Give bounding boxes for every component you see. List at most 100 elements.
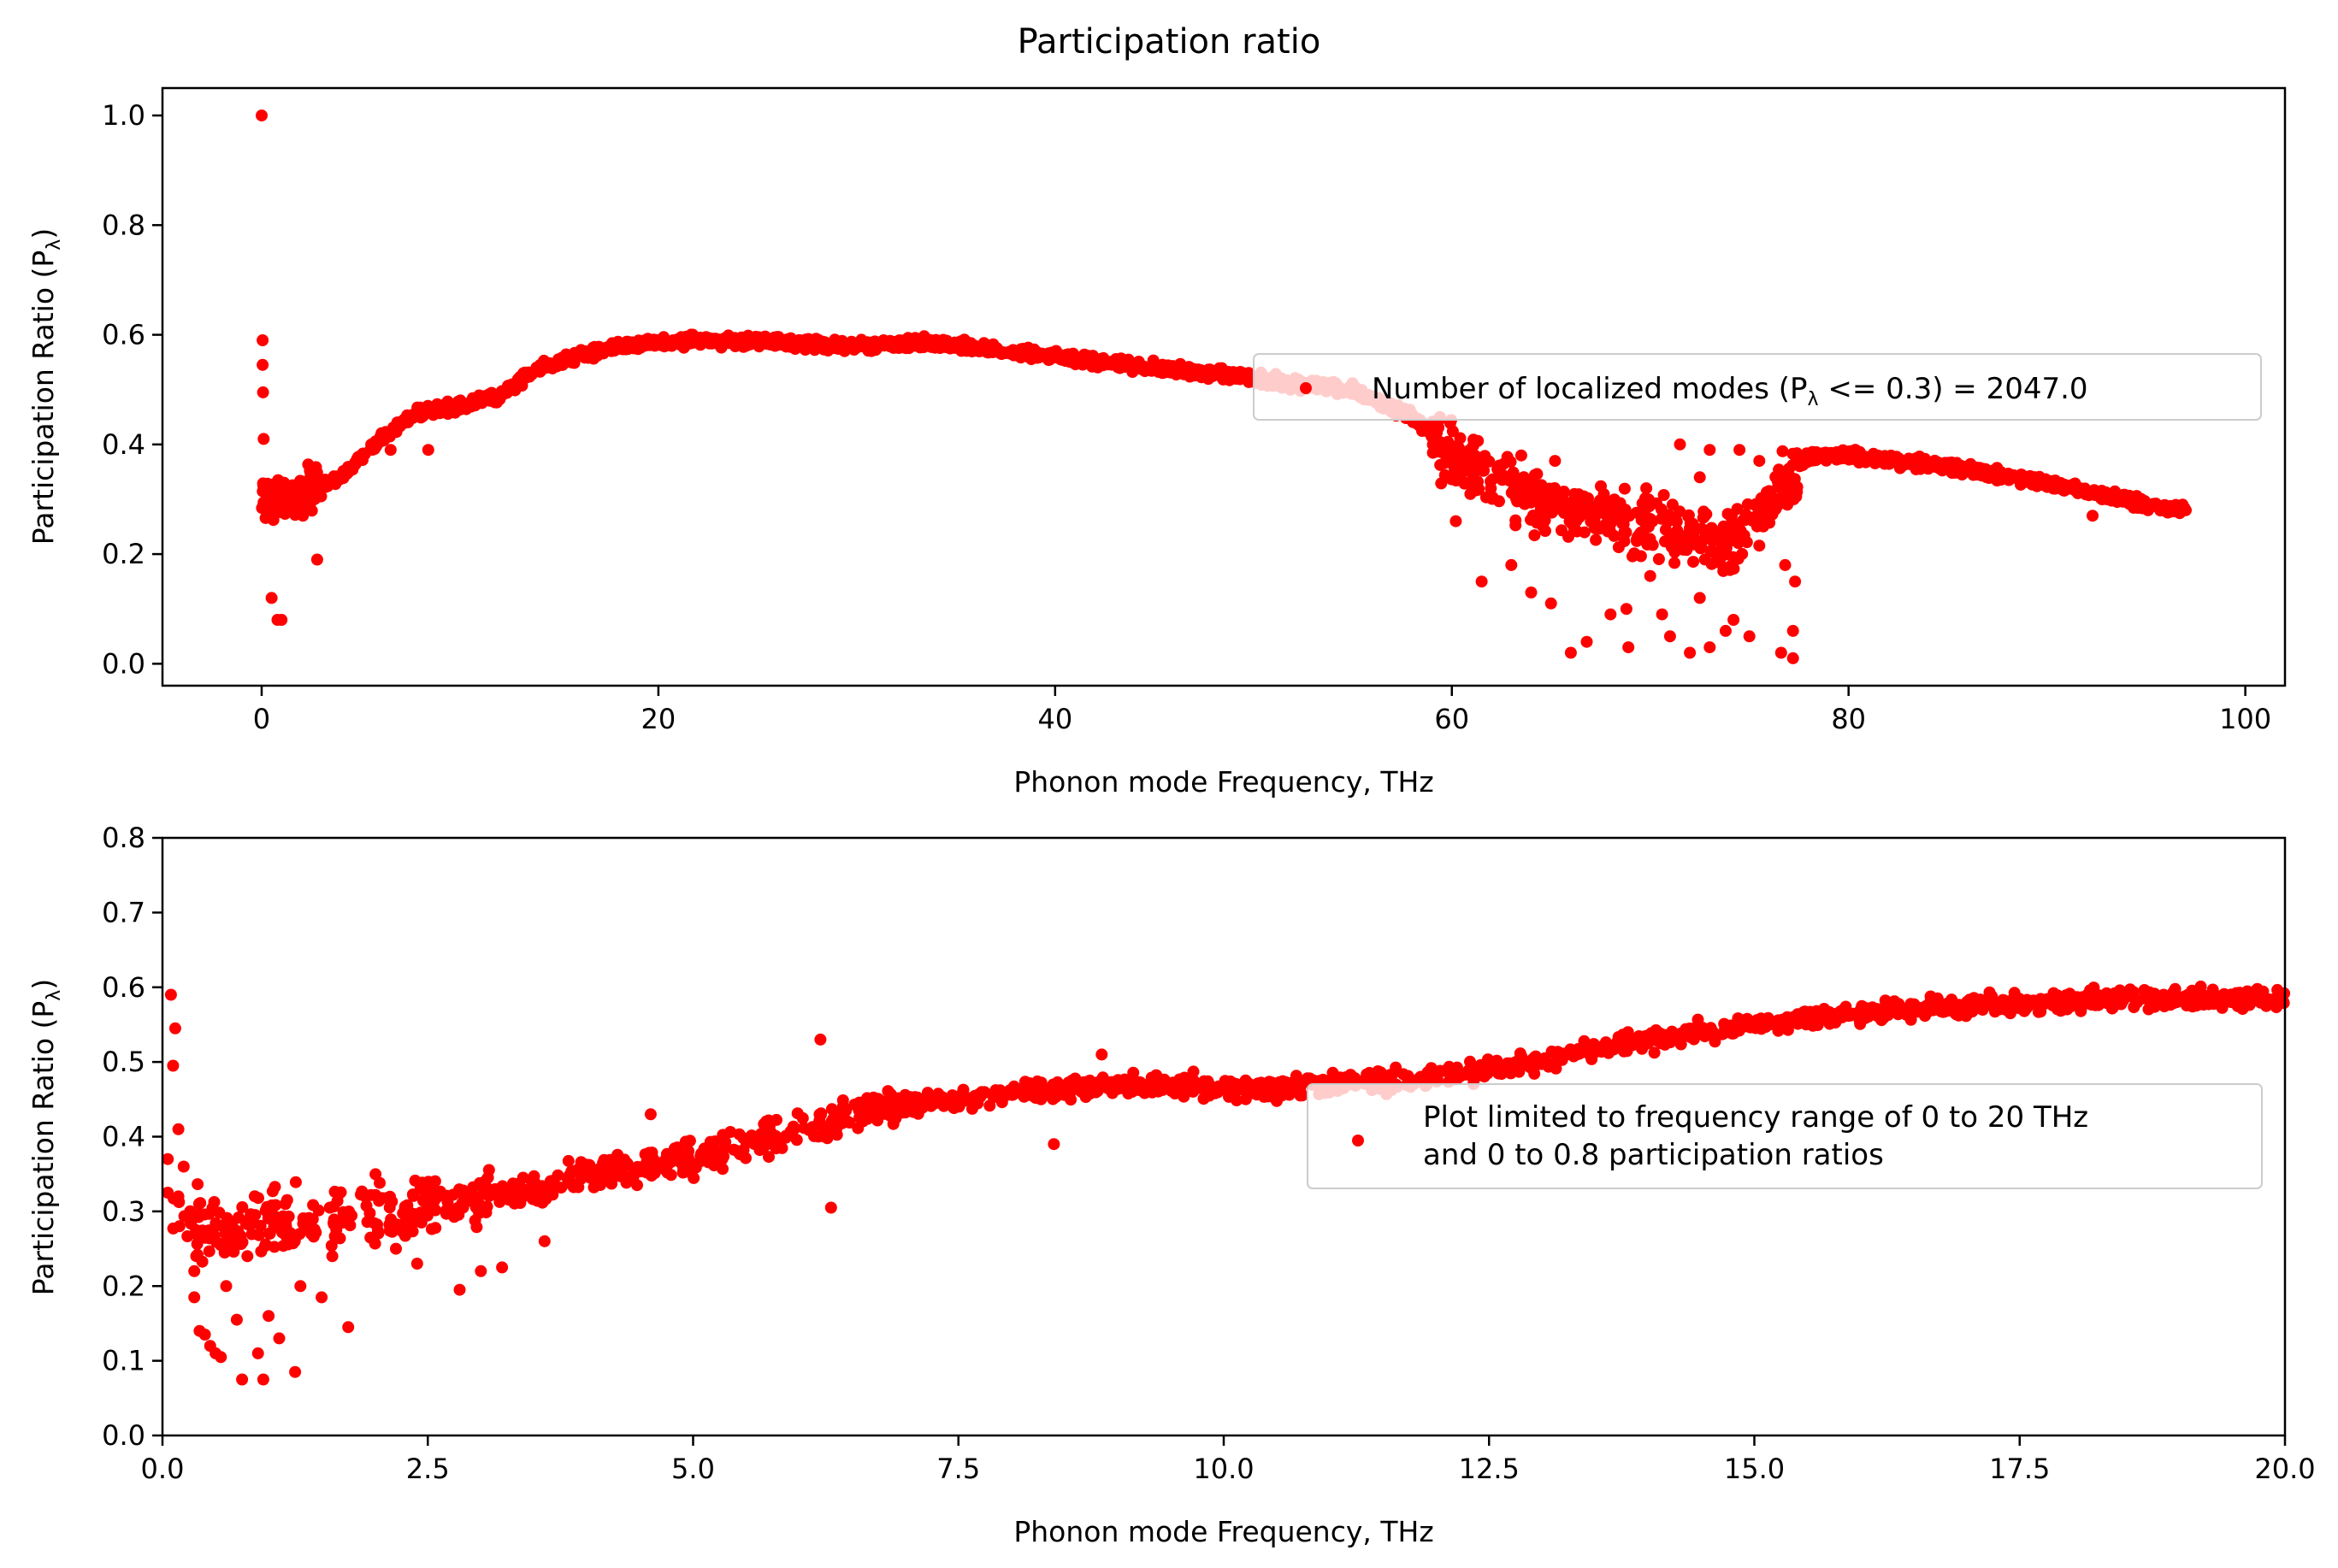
data-point [1261, 1090, 1274, 1103]
data-point [1026, 344, 1039, 357]
data-point [958, 333, 971, 346]
data-point [1847, 448, 1860, 461]
data-point [717, 1163, 729, 1176]
data-point [2014, 474, 2027, 486]
data-point [167, 1222, 180, 1235]
data-point [948, 1102, 960, 1115]
data-point [1426, 446, 1439, 459]
top-subplot: 0 20 40 60 80 100 0.0 0.2 0.4 0.6 0.8 1.0 Phonon m… [27, 86, 2287, 799]
data-point [745, 1133, 758, 1146]
data-point-outlier [316, 1291, 328, 1304]
data-point [401, 409, 414, 421]
top-y-ticks: 0.0 0.2 0.4 0.6 0.8 1.0 [102, 99, 162, 680]
data-point [334, 1186, 347, 1199]
data-point [192, 1178, 204, 1191]
data-point [1659, 535, 1671, 548]
data-point-outlier [164, 988, 177, 1001]
data-point [1734, 527, 1746, 539]
data-point [1597, 488, 1610, 500]
data-point-outlier [644, 1108, 657, 1121]
data-point [257, 485, 269, 498]
data-point [1800, 1018, 1812, 1031]
data-point [1959, 999, 1972, 1012]
data-point [457, 1184, 469, 1197]
data-point [882, 1085, 894, 1098]
data-point [403, 1205, 416, 1218]
data-point [2034, 1005, 2047, 1018]
data-point [2009, 996, 2022, 1009]
data-point [1550, 488, 1563, 501]
data-point [1528, 529, 1541, 542]
data-point [1904, 998, 1917, 1011]
data-point [598, 345, 611, 357]
data-point [968, 1089, 981, 1102]
data-point [203, 1207, 215, 1220]
data-point [1655, 503, 1668, 516]
data-point-outlier [2180, 504, 2192, 516]
y-tick-label: 0.8 [102, 209, 145, 241]
data-point [1707, 1026, 1720, 1039]
data-point [1528, 1058, 1540, 1071]
data-point [1554, 1052, 1567, 1065]
data-point [1827, 1014, 1840, 1027]
data-point [267, 478, 280, 491]
data-point [469, 1214, 481, 1227]
data-point [1144, 1081, 1157, 1093]
y-tick-label: 0.8 [102, 822, 145, 854]
bottom-legend-line-1: Plot limited to frequency range of 0 to … [1423, 1100, 2088, 1135]
data-point [912, 1107, 924, 1120]
data-point-outlier [162, 1187, 174, 1199]
data-point [1578, 490, 1591, 503]
data-point [1538, 514, 1551, 527]
data-point [2270, 1001, 2282, 1014]
data-point [671, 1141, 684, 1154]
data-point-outlier [257, 1373, 269, 1386]
bottom-legend: Plot limited to frequency range of 0 to … [1307, 1083, 2263, 1189]
data-point [213, 1206, 226, 1219]
data-point-outlier [198, 1329, 211, 1341]
data-point [880, 1096, 893, 1108]
data-point [380, 426, 392, 439]
top-scatter-points [256, 109, 2192, 664]
data-point [1657, 489, 1670, 501]
data-point [440, 1191, 452, 1204]
data-point [1592, 498, 1605, 510]
data-point [325, 1240, 338, 1252]
data-point-outlier [1656, 608, 1668, 621]
y-tick-label: 0.4 [102, 428, 145, 461]
data-point [688, 1171, 700, 1184]
data-point [2080, 993, 2093, 1006]
data-point [1573, 1047, 1585, 1060]
data-point [297, 1212, 310, 1224]
data-point-outlier [230, 1313, 243, 1326]
data-point [2055, 480, 2068, 493]
data-point-outlier [475, 1264, 487, 1277]
data-point [466, 392, 479, 404]
data-point [1820, 454, 1833, 467]
data-point-outlier [1564, 646, 1577, 659]
data-point [1568, 487, 1580, 500]
x-tick-label: 0 [253, 703, 270, 735]
data-point [856, 1105, 869, 1117]
data-point [1929, 998, 1942, 1011]
data-point [268, 1221, 280, 1234]
data-point [1276, 1089, 1289, 1102]
data-point [643, 1147, 656, 1159]
data-point [812, 339, 824, 351]
data-point [551, 360, 564, 373]
data-point [1627, 1037, 1640, 1050]
data-point [1535, 479, 1548, 492]
data-point [1613, 1036, 1626, 1048]
data-point [355, 1188, 367, 1201]
data-point [274, 486, 286, 498]
data-point [1740, 536, 1753, 549]
x-tick-label: 80 [1831, 703, 1866, 735]
data-point-outlier [2110, 493, 2123, 505]
data-point-outlier [1743, 630, 1756, 643]
data-point-outlier [1580, 635, 1593, 648]
data-point [1664, 1030, 1677, 1042]
bottom-legend-marker [1352, 1135, 1364, 1147]
data-point [190, 1250, 203, 1263]
data-point [422, 1201, 434, 1214]
data-point [2259, 996, 2272, 1009]
